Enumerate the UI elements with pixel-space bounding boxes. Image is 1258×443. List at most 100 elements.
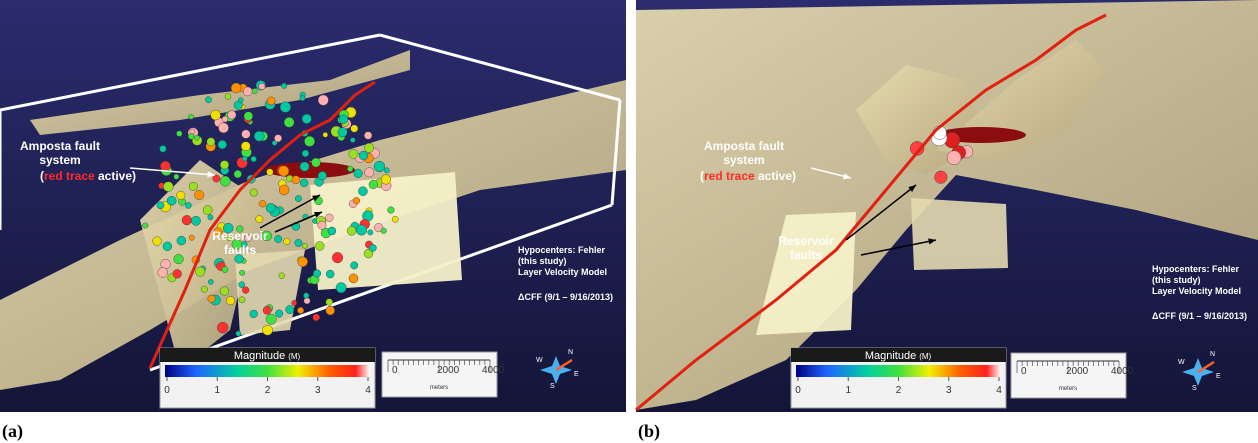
hypocenter [279,185,289,195]
hypocenter [313,314,320,321]
hypocenter [252,88,257,93]
hypocenter [364,132,372,140]
active-part: red trace [704,169,755,183]
reservoir-label: Reservoir [778,234,834,248]
hypocenter [163,182,173,192]
hypocenter [243,87,252,96]
colorbar-title: Magnitude(M) [865,350,932,362]
hypocenter [304,136,314,146]
hypocenter [318,95,328,105]
hypocenter [238,98,243,103]
hypocenter [358,187,367,196]
colorbar-tick-label: 2 [896,385,902,396]
hypocenter [349,149,358,158]
compass-letter: S [550,383,555,390]
hypocenter [278,166,289,177]
hypocenter [242,287,249,294]
hypocenter [218,123,228,133]
hypocenter [300,96,305,101]
hypocenter [207,138,215,146]
colorbar-title: Magnitude(M) [234,350,301,362]
hypocenter [280,102,291,113]
hypocenter [298,257,308,267]
hypocenter [239,297,245,303]
hypocenter [392,216,398,222]
hypocenter [176,131,182,137]
hypocenter [364,143,373,152]
hypocenter [194,190,204,200]
hypocenter [213,175,220,182]
hypocenter [189,182,198,191]
scale-label: 2000 [1066,366,1089,377]
hypocenter [297,307,303,313]
hypocenter [177,236,186,245]
colorbar-tick-label: 4 [365,385,371,396]
compass-letter: N [568,349,573,356]
hypocenter [262,325,272,335]
colorbar-tick-label: 3 [946,385,952,396]
hypocenter [208,279,213,284]
hypocenter [231,83,241,93]
hypocenter [242,156,247,161]
hypocenter [191,216,200,225]
colorbar-tick-label: 0 [164,385,170,396]
hypocenter [159,145,166,152]
hypocenter [160,161,170,171]
hypocenter [275,310,283,318]
reservoir-label: Reservoir [212,229,268,243]
hypocenter [311,158,320,167]
hypocenter [173,269,182,278]
hypocenter [241,142,250,151]
hypocenter [259,200,266,207]
hypocenter [349,274,358,283]
hypocenter [239,270,244,275]
hypocenter [292,176,300,184]
compass-letter: E [574,371,579,378]
hypocenter [368,230,373,235]
active-label: (red trace active) [40,169,136,183]
hypocenter [295,239,302,246]
hypocenter [384,168,389,173]
hypocenter [251,156,257,162]
hypocenter [157,202,164,209]
hypocenter [328,227,336,235]
hypocenter [347,226,356,235]
hypocenter [300,162,309,171]
hypocenter [295,195,301,201]
hypocenter [250,189,258,197]
info-text: (this study) [1152,275,1201,285]
fault-label: system [39,153,80,167]
hypocenter [350,138,355,143]
hypocenter [313,270,321,278]
hypocenter [196,267,206,277]
colorbar-gradient [165,365,370,377]
hypocenter [244,112,253,121]
active-label: (red trace active) [700,169,796,183]
colorbar-tick-label: 1 [214,385,220,396]
compass-letter: E [1216,373,1221,380]
colorbar-title-text: Magnitude [234,350,285,362]
hypocenter [194,135,199,140]
hypocenter [220,287,229,296]
hypocenter [177,191,186,200]
hypocenter [220,176,230,186]
info-text: Hypocenters: Fehler [518,245,606,255]
hypocenter [302,114,312,124]
hypocenter [388,207,395,214]
hypocenter [218,140,227,149]
hypocenter [292,300,297,305]
hypocenter [354,169,363,178]
hypocenter [250,310,258,318]
hypocenter [279,273,285,279]
hypocenter [153,237,162,246]
hypocenter [326,306,335,315]
fault-label: system [723,153,764,167]
active-part: active) [95,169,136,183]
hypocenter [226,296,234,304]
info-text: Layer Velocity Model [1152,286,1241,296]
hypocenter [339,115,348,124]
hypocenter [256,215,263,222]
hypocenter [302,243,307,248]
colorbar-title-text: Magnitude [865,350,916,362]
